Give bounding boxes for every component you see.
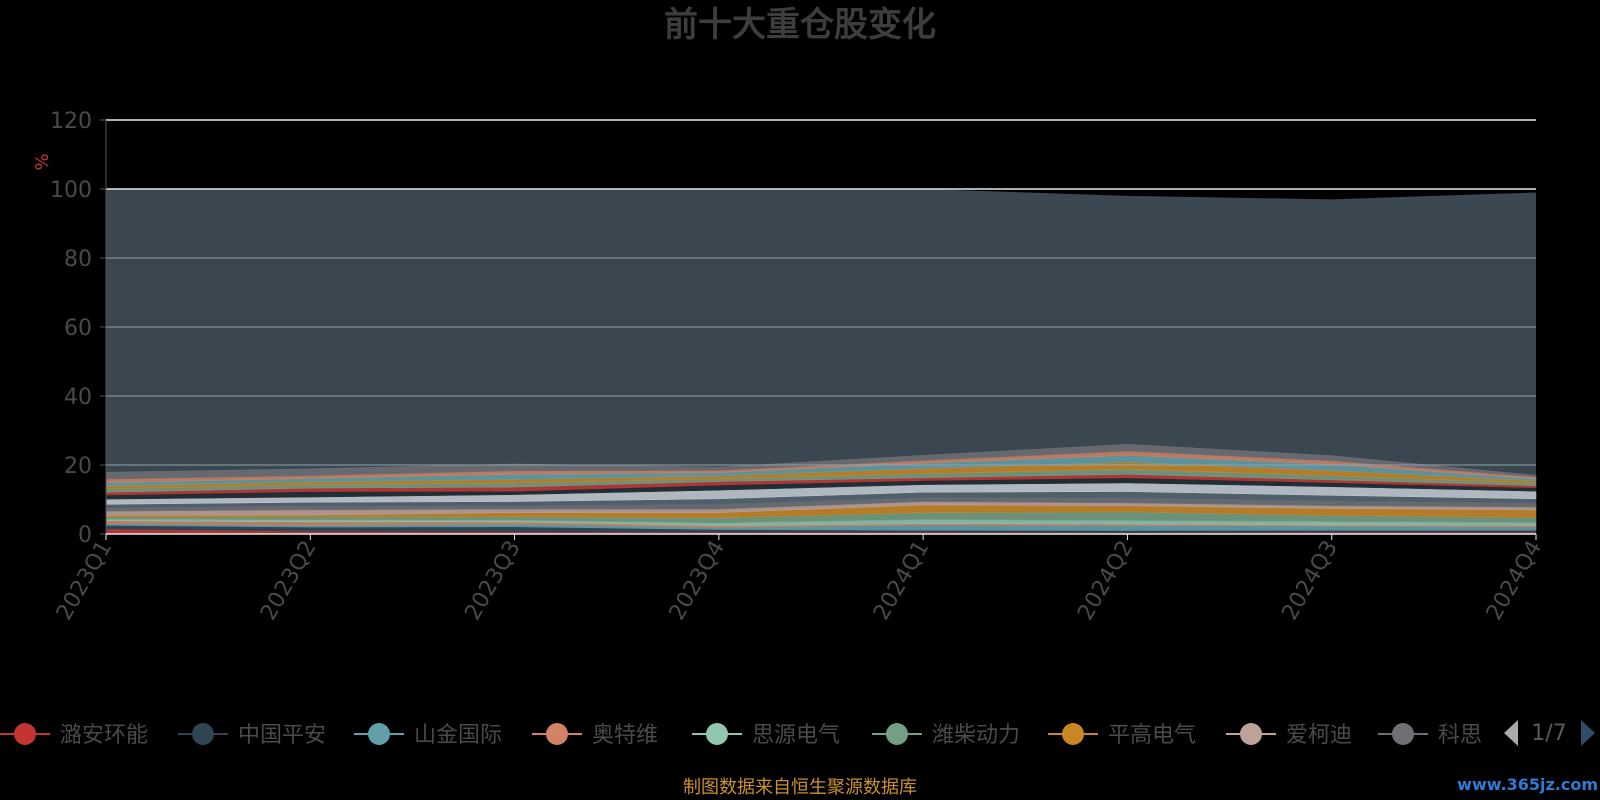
legend: 潞安环能 中国平安 山金国际 奥特维 思源电气 潍柴动力 平高电气 爱柯迪 科思 [0, 723, 1482, 748]
legend-item[interactable]: 爱柯迪 [1226, 723, 1352, 748]
legend-label: 奥特维 [592, 723, 658, 748]
legend-item[interactable]: 思源电气 [692, 723, 840, 748]
y-tick-label: 60 [64, 316, 92, 341]
legend-marker-icon [192, 723, 214, 745]
legend-label: 山金国际 [414, 723, 502, 748]
legend-item[interactable]: 科思 [1378, 723, 1482, 748]
watermark: www.365jz.com [1457, 775, 1598, 794]
legend-marker-icon [1062, 723, 1084, 745]
legend-pager: 1/7 [1504, 720, 1595, 746]
legend-item[interactable]: 中国平安 [178, 723, 326, 748]
data-source-note: 制图数据来自恒生聚源数据库 [683, 777, 917, 798]
grid-lines [106, 119, 1536, 466]
x-tick-label: 2023Q2 [256, 537, 321, 625]
legend-page-indicator: 1/7 [1531, 721, 1566, 746]
x-tick-label: 2023Q3 [460, 537, 525, 625]
legend-label: 潞安环能 [60, 723, 148, 748]
area-series-18 [105, 444, 1537, 480]
legend-item[interactable]: 平高电气 [1048, 723, 1196, 748]
x-tick-label: 2024Q3 [1278, 537, 1343, 625]
legend-marker-icon [368, 723, 390, 745]
x-tick-label: 2024Q4 [1482, 537, 1547, 625]
legend-marker-icon [1392, 723, 1414, 745]
legend-label: 潍柴动力 [932, 723, 1020, 748]
y-tick-label: 40 [64, 385, 92, 410]
x-tick-label: 2023Q1 [52, 537, 117, 625]
legend-label: 思源电气 [752, 723, 840, 748]
legend-item[interactable]: 潞安环能 [0, 723, 148, 748]
legend-item[interactable]: 潍柴动力 [872, 723, 1020, 748]
y-axis-label: % [32, 153, 53, 170]
x-tick-label: 2023Q4 [665, 537, 730, 625]
legend-marker-icon [14, 723, 36, 745]
triangle-left-icon[interactable] [1504, 720, 1518, 746]
legend-item[interactable]: 奥特维 [532, 723, 658, 748]
legend-label: 平高电气 [1108, 723, 1196, 748]
x-tick-label: 2024Q1 [869, 537, 934, 625]
y-tick-label: 80 [64, 247, 92, 272]
y-tick-label: 100 [50, 178, 92, 203]
legend-marker-icon [886, 723, 908, 745]
legend-label: 科思 [1438, 723, 1482, 748]
y-tick-label: 20 [64, 454, 92, 479]
legend-label: 爱柯迪 [1286, 723, 1352, 748]
legend-item[interactable]: 山金国际 [354, 723, 502, 748]
triangle-right-icon[interactable] [1581, 720, 1595, 746]
y-tick-label: 120 [50, 109, 92, 134]
y-tick-label: 0 [78, 523, 92, 548]
x-tick-label: 2024Q2 [1073, 537, 1138, 625]
legend-label: 中国平安 [238, 723, 326, 748]
chart-title: 前十大重仓股变化 [664, 5, 936, 45]
legend-marker-icon [1240, 723, 1262, 745]
legend-marker-icon [546, 723, 568, 745]
legend-marker-icon [706, 723, 728, 745]
area-series-layer [105, 444, 1537, 535]
